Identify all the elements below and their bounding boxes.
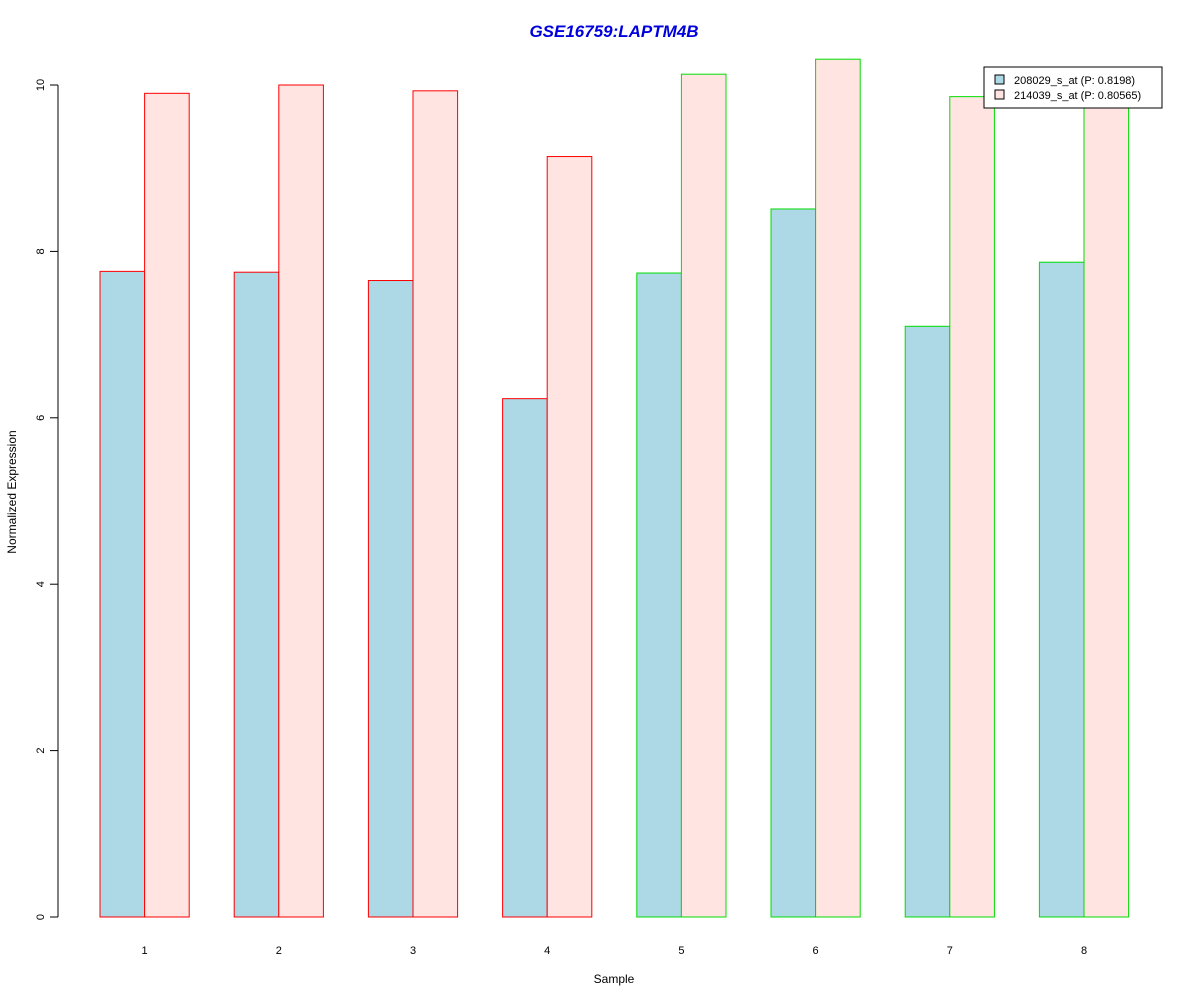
bar-sample-2-series-1 [233, 271, 280, 918]
legend-swatch [994, 74, 1005, 85]
y-tick-label: 6 [35, 415, 47, 421]
y-tick-label: 2 [35, 748, 47, 754]
bar-sample-3-series-1 [367, 280, 414, 918]
legend-entry-label: 208029_s_at (P: 0.8198) [1014, 75, 1135, 87]
bar-sample-3-series-2 [412, 90, 459, 918]
bar-sample-5-series-1 [636, 272, 682, 918]
bar-sample-1-series-1 [99, 270, 146, 918]
bar-sample-8-series-2 [1083, 101, 1130, 918]
bar-sample-4-series-2 [546, 156, 593, 918]
x-tick-label: 5 [678, 945, 684, 957]
y-axis-label: Normalized Expression [5, 430, 19, 553]
y-tick-label: 0 [35, 914, 47, 920]
x-axis: 1 2 3 4 5 6 7 8 [142, 945, 1088, 957]
x-tick-label: 3 [410, 945, 416, 957]
bar-sample-6-series-1 [770, 208, 817, 918]
chart-title: GSE16759:LAPTM4B [529, 22, 698, 41]
y-tick-label: 8 [35, 248, 47, 254]
x-tick-label: 1 [142, 945, 148, 957]
bar-sample-5-series-2 [680, 73, 727, 918]
y-tick-label: 10 [35, 79, 47, 91]
bar-sample-8-series-1 [1038, 261, 1085, 918]
x-axis-label: Sample [594, 972, 635, 986]
x-tick-label: 6 [813, 945, 819, 957]
x-tick-label: 2 [276, 945, 282, 957]
bar-sample-7-series-1 [904, 325, 951, 918]
x-tick-label: 4 [544, 945, 550, 957]
legend-swatch [994, 89, 1005, 100]
bar-sample-7-series-2 [949, 96, 995, 918]
bar-sample-4-series-1 [502, 398, 548, 918]
bar-sample-2-series-2 [278, 84, 324, 918]
bar-sample-1-series-2 [144, 92, 190, 918]
bars-group [99, 58, 1130, 918]
bar-sample-6-series-2 [815, 58, 861, 918]
legend-entry-label: 214039_s_at (P: 0.80565) [1014, 90, 1141, 102]
x-tick-label: 8 [1081, 945, 1087, 957]
y-axis: 0 2 4 6 8 10 [35, 79, 59, 920]
legend: 208029_s_at (P: 0.8198) 214039_s_at (P: 0… [983, 66, 1163, 109]
x-tick-label: 7 [947, 945, 953, 957]
y-tick-label: 4 [35, 581, 47, 587]
legend-box [983, 66, 1163, 109]
